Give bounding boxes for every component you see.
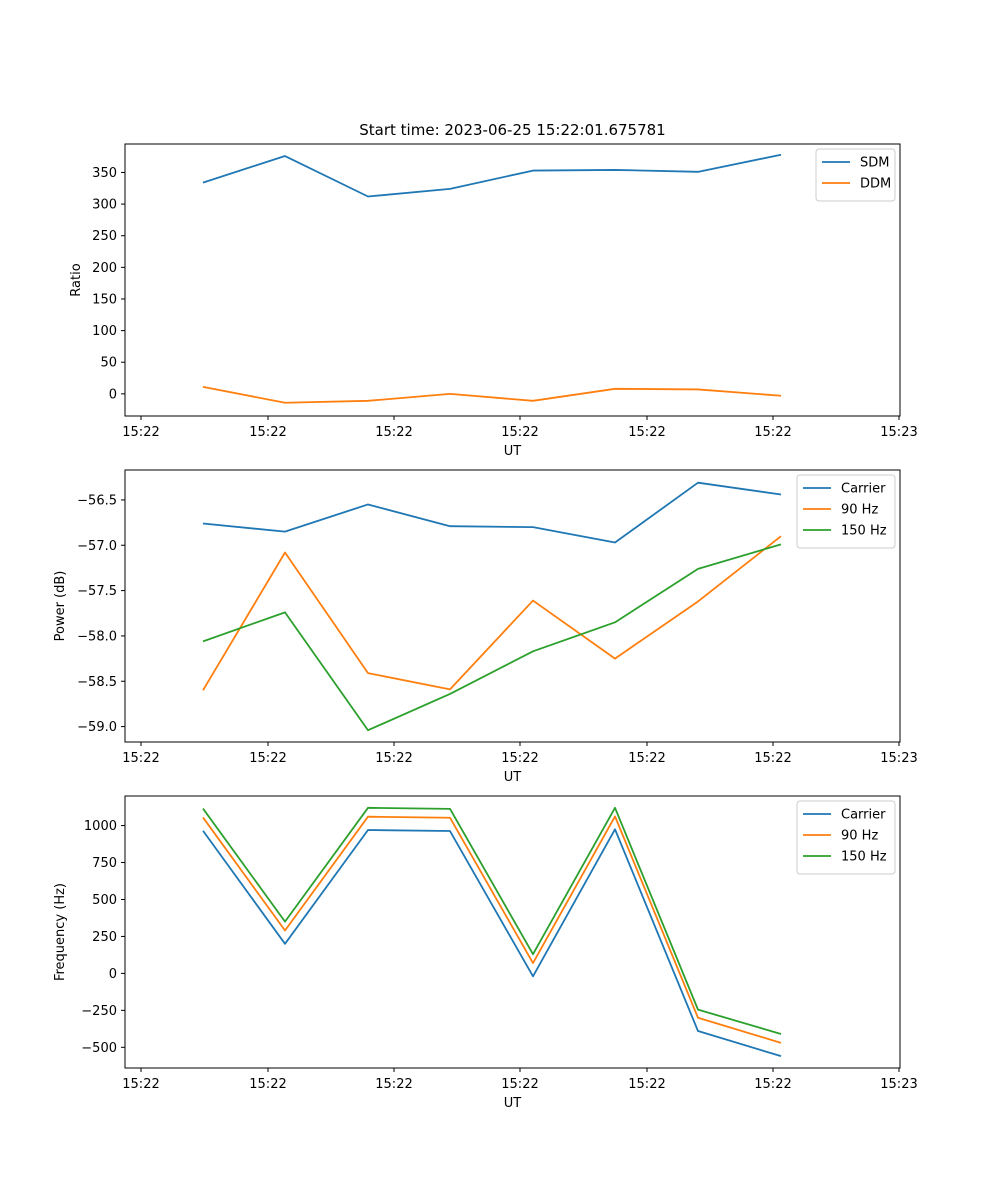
x-tick-label: 15:22 bbox=[754, 425, 791, 440]
y-tick-label: −59.0 bbox=[77, 720, 117, 735]
y-tick-label: 150 bbox=[92, 292, 117, 307]
y-tick-label: −56.5 bbox=[77, 493, 117, 508]
series-line-1 bbox=[202, 153, 782, 198]
x-tick-label: 15:22 bbox=[375, 425, 412, 440]
x-tick-label: 15:22 bbox=[122, 1077, 159, 1092]
legend-entry: 90 Hz bbox=[841, 503, 878, 518]
x-axis-label: UT bbox=[504, 444, 522, 459]
legend-entry: 150 Hz bbox=[841, 524, 887, 539]
y-tick-label: −57.0 bbox=[77, 539, 117, 554]
legend: SDM DDM bbox=[815, 148, 896, 202]
legend-entry: SDM bbox=[860, 156, 889, 171]
x-tick-label: 15:22 bbox=[249, 1077, 286, 1092]
y-tick-label: 0 bbox=[109, 967, 117, 982]
x-tick-label: 15:23 bbox=[880, 425, 917, 440]
y-axis-label: Frequency (Hz) bbox=[53, 883, 68, 981]
x-tick-label: 15:22 bbox=[249, 751, 286, 766]
x-tick-label: 15:22 bbox=[754, 751, 791, 766]
x-tick-label: 15:22 bbox=[122, 751, 159, 766]
legend: Carrier 90 Hz 150 Hz bbox=[796, 474, 896, 549]
x-tick-label: 15:22 bbox=[501, 751, 538, 766]
axes-frame bbox=[124, 469, 901, 743]
series-line-2 bbox=[202, 386, 782, 404]
x-tick-label: 15:22 bbox=[249, 425, 286, 440]
x-tick-label: 15:22 bbox=[628, 751, 665, 766]
legend-entry: 150 Hz bbox=[841, 850, 887, 865]
y-tick-label: −250 bbox=[81, 1004, 117, 1019]
axes-frame bbox=[124, 795, 901, 1069]
legend-entry: DDM bbox=[860, 177, 891, 192]
series-line-1 bbox=[202, 828, 782, 1058]
y-tick-label: 1000 bbox=[84, 819, 117, 834]
chart-title: Start time: 2023-06-25 15:22:01.675781 bbox=[359, 121, 665, 139]
y-tick-label: −57.5 bbox=[77, 584, 117, 599]
x-axis-label: UT bbox=[504, 770, 522, 785]
x-tick-label: 15:22 bbox=[375, 1077, 412, 1092]
x-tick-label: 15:22 bbox=[501, 425, 538, 440]
series-line-2 bbox=[202, 535, 782, 691]
x-axis-label: UT bbox=[504, 1096, 522, 1111]
subplot-1: 0 50 100 150 200 250 300 350 15:22 15:22 15:22 15:2… bbox=[69, 121, 918, 459]
y-axis-label: Power (dB) bbox=[53, 571, 68, 642]
x-tick-label: 15:22 bbox=[628, 1077, 665, 1092]
x-tick-label: 15:22 bbox=[628, 425, 665, 440]
y-tick-label: −58.0 bbox=[77, 629, 117, 644]
series-line-3 bbox=[202, 806, 782, 1035]
x-tick-label: 15:22 bbox=[122, 425, 159, 440]
y-tick-label: 350 bbox=[92, 166, 117, 181]
x-tick-label: 15:23 bbox=[880, 751, 917, 766]
y-tick-label: 200 bbox=[92, 261, 117, 276]
y-axis-label: Ratio bbox=[69, 263, 84, 296]
series-line-1 bbox=[202, 481, 782, 544]
legend: Carrier 90 Hz 150 Hz bbox=[796, 800, 896, 875]
axes-frame bbox=[124, 143, 901, 417]
y-tick-label: 300 bbox=[92, 198, 117, 213]
legend-entry: 90 Hz bbox=[841, 829, 878, 844]
subplot-2: −59.0 −58.5 −58.0 −57.5 −57.0 −56.5 15:22 15:22… bbox=[53, 469, 918, 785]
y-tick-label: 0 bbox=[109, 387, 117, 402]
x-tick-label: 15:22 bbox=[375, 751, 412, 766]
y-tick-label: 750 bbox=[92, 856, 117, 871]
x-tick-label: 15:22 bbox=[754, 1077, 791, 1092]
y-tick-label: 100 bbox=[92, 324, 117, 339]
legend-entry: Carrier bbox=[841, 808, 886, 823]
y-tick-label: 50 bbox=[100, 356, 117, 371]
subplot-3: −500 −250 0 250 500 750 1000 15:22 15:22 15:22 15:… bbox=[53, 795, 918, 1111]
x-tick-label: 15:22 bbox=[501, 1077, 538, 1092]
y-tick-label: 250 bbox=[92, 229, 117, 244]
series-line-2 bbox=[202, 815, 782, 1044]
x-tick-label: 15:23 bbox=[880, 1077, 917, 1092]
y-tick-label: 250 bbox=[92, 930, 117, 945]
series-line-3 bbox=[202, 543, 782, 732]
y-tick-label: −500 bbox=[81, 1041, 117, 1056]
y-tick-label: −58.5 bbox=[77, 675, 117, 690]
y-tick-label: 500 bbox=[92, 893, 117, 908]
legend-entry: Carrier bbox=[841, 482, 886, 497]
